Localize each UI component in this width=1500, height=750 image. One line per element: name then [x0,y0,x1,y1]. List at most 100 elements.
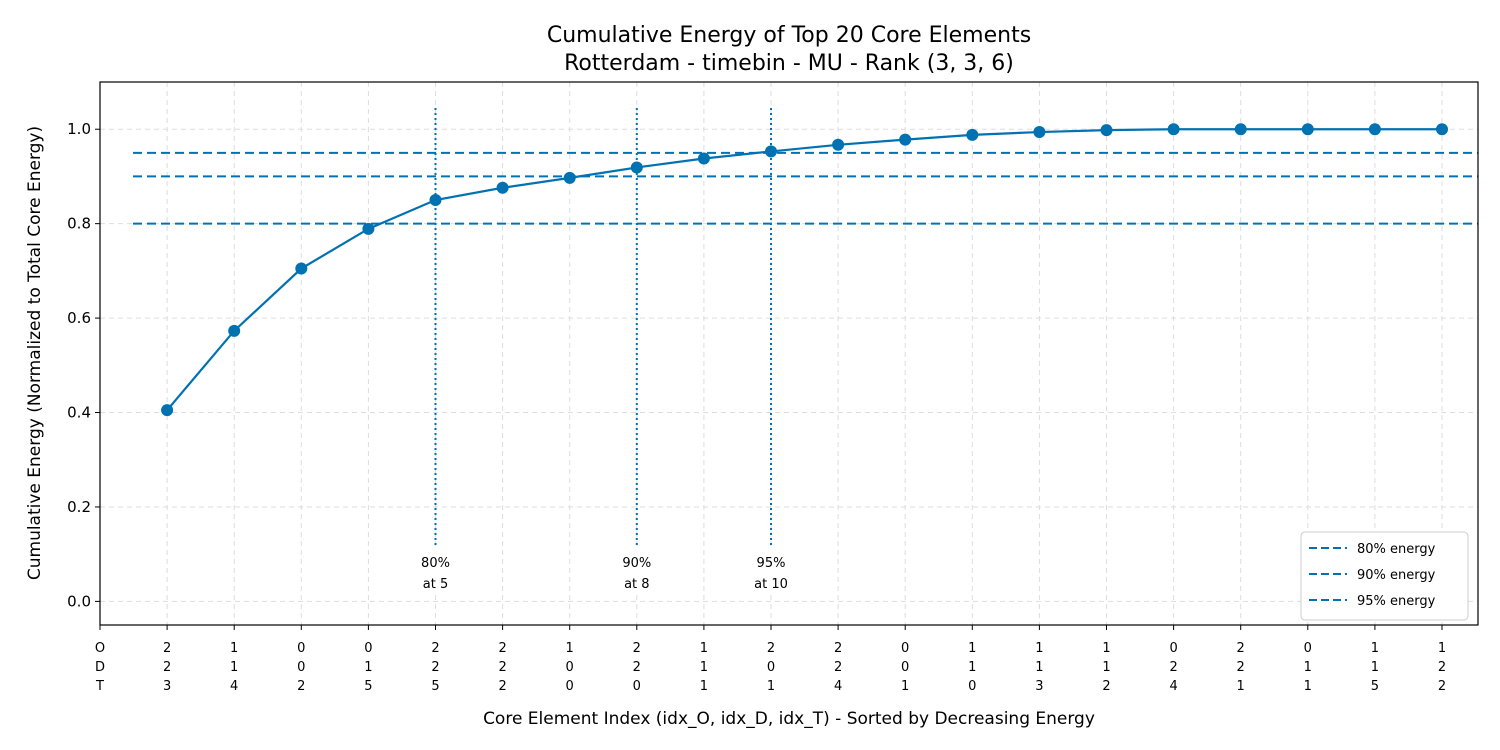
x-tick-label: 2 [1237,641,1245,656]
x-tick-label: 0 [767,660,775,675]
x-tick-label: 2 [1102,679,1110,694]
annotation-box-3 [743,548,799,594]
y-axis-label: Cumulative Energy (Normalized to Total C… [25,126,45,580]
annotation-label-line1: 90% [622,556,651,571]
x-tick-label: 0 [968,679,976,694]
x-tick-label: 1 [1304,679,1312,694]
x-tick-label: 2 [498,660,506,675]
x-tick-label: 4 [834,679,842,694]
x-tick-label: 2 [1169,660,1177,675]
x-tick-label: 2 [834,660,842,675]
data-point [899,133,912,146]
data-point [429,194,442,207]
data-point [630,161,643,174]
x-tick-label: 0 [297,660,305,675]
data-point [362,222,375,235]
x-tick-label: 1 [968,641,976,656]
annotation-label-line2: at 10 [754,577,788,592]
x-tick-label: 0 [566,660,574,675]
y-tick-label: 0.8 [67,215,91,233]
x-tick-label: 2 [767,641,775,656]
x-tick-label: 1 [1438,641,1446,656]
cumulative-energy-line [166,128,1442,411]
x-tick-label: 2 [163,660,171,675]
x-tick-label: 0 [1169,641,1177,656]
x-tick-label: 1 [230,641,238,656]
legend-box [1300,531,1469,621]
x-tick-label: 0 [901,641,909,656]
x-tick-label: 4 [230,679,238,694]
y-tick-label: 1.0 [67,120,91,138]
legend-label: 95% energy [1357,594,1436,609]
data-point [1301,123,1314,136]
y-tick-label: 0.2 [67,498,91,516]
x-tick-label: 0 [364,641,372,656]
x-tick-label: 2 [498,641,506,656]
data-point [228,324,241,337]
x-tick-label: 0 [901,660,909,675]
x-tick-label: 0 [1304,641,1312,656]
x-tick-label: 2 [431,660,439,675]
x-tick-label: 3 [163,679,171,694]
data-point [1033,126,1046,139]
x-tick-label: 2 [163,641,171,656]
data-point [295,262,308,275]
data-point [563,171,576,184]
annotation-label-line1: 95% [757,556,786,571]
annotation-label-line2: at 8 [624,577,649,592]
annotation-box-2 [608,548,665,594]
chart-subtitle: Rotterdam - timebin - MU - Rank (3, 3, 6… [564,51,1014,76]
data-point [1167,123,1180,136]
x-tick-label: 1 [700,679,708,694]
y-tick-label: 0.6 [67,309,91,327]
x-tick-label: 2 [1438,679,1446,694]
x-tick-label: 1 [901,679,909,694]
x-tick-label: 1 [767,679,775,694]
x-tick-label: 1 [700,660,708,675]
x-tick-label: 0 [633,679,641,694]
x-tick-label: 5 [1371,679,1379,694]
x-tick-label: 1 [566,641,574,656]
x-tick-label: 1 [1237,679,1245,694]
x-tick-label: 2 [1438,660,1446,675]
x-tick-label: 2 [297,679,305,694]
y-tick-label: 0.4 [67,404,91,422]
x-tick-label: 1 [1035,641,1043,656]
annotation-label-line1: 80% [421,556,450,571]
plot-area: 80% at 5 90% at 8 95% at 10 0.0 0.2 0.4 0.6 0.8 1.0… [67,81,1479,694]
data-point [697,152,710,165]
data-point [832,138,845,151]
x-tick-label: 2 [834,641,842,656]
chart-title: Cumulative Energy of Top 20 Core Element… [547,23,1031,48]
x-tick-label: 1 [230,660,238,675]
data-point [765,145,777,158]
legend: 80% energy 90% energy 95% energy [1300,531,1469,621]
data-point [1368,123,1381,136]
data-point [1234,123,1247,136]
y-tick-label: 0.0 [67,592,91,610]
x-header-label: D [95,660,105,675]
data-point [1436,123,1448,136]
annotation-label-line2: at 5 [423,577,448,592]
x-tick-label: 2 [633,641,641,656]
x-tick-label: 1 [364,660,372,675]
x-tick-label: 0 [297,641,305,656]
x-axis-label: Core Element Index (idx_O, idx_D, idx_T)… [483,709,1095,729]
x-tick-label: 3 [1035,679,1043,694]
annotation-box-1 [407,548,464,594]
x-tick-label: 2 [633,660,641,675]
x-tick-label: 1 [700,641,708,656]
x-tick-label: 2 [431,641,439,656]
x-tick-label: 1 [1102,641,1110,656]
x-tick-label: 4 [1169,679,1177,694]
x-tick-label: 2 [1237,660,1245,675]
x-tick-label: 5 [364,679,372,694]
legend-label: 90% energy [1357,568,1436,583]
x-tick-label: 2 [498,679,506,694]
data-point [161,404,174,417]
x-tick-label: 1 [1035,660,1043,675]
x-tick-label: 1 [1371,641,1379,656]
x-tick-label: 1 [1371,660,1379,675]
legend-label: 80% energy [1357,542,1436,557]
